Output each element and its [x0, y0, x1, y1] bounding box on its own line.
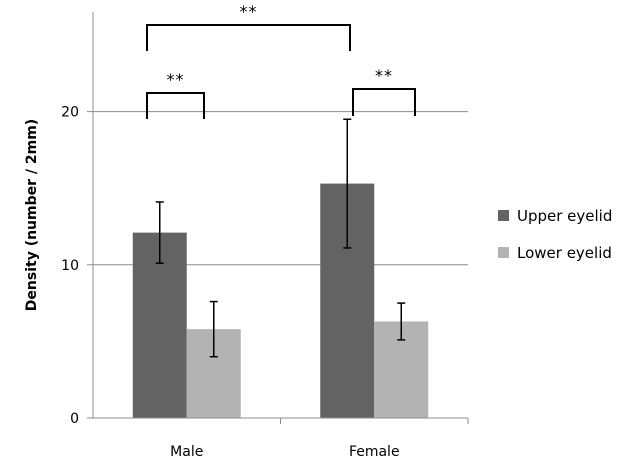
error-bars [155, 118, 406, 358]
significance-male [146, 92, 205, 119]
significance-brackets: ** ** ** [146, 2, 416, 119]
y-tick-label: 10 [61, 258, 79, 274]
y-tick-label: 0 [70, 411, 79, 427]
legend-label: Upper eyelid [517, 207, 612, 225]
y-tick-labels: 0 10 20 [61, 105, 79, 427]
legend-swatch [498, 210, 509, 221]
x-tick-label: Male [170, 444, 203, 460]
x-tick-labels: Male Female [170, 444, 399, 460]
significance-between-sexes [146, 24, 351, 51]
significance-male-label: ** [167, 70, 185, 89]
legend-label: Lower eyelid [517, 244, 612, 262]
x-tick-label: Female [349, 444, 400, 460]
legend: Upper eyelid Lower eyelid [498, 207, 612, 262]
significance-female [352, 88, 416, 116]
significance-female-label: ** [375, 66, 393, 85]
bars [132, 183, 429, 418]
y-tick-label: 20 [61, 105, 79, 121]
significance-between-sexes-label: ** [240, 2, 258, 21]
axes [87, 12, 469, 424]
y-axis-label: Density (number / 2mm) [24, 119, 40, 311]
legend-swatch [498, 247, 509, 258]
